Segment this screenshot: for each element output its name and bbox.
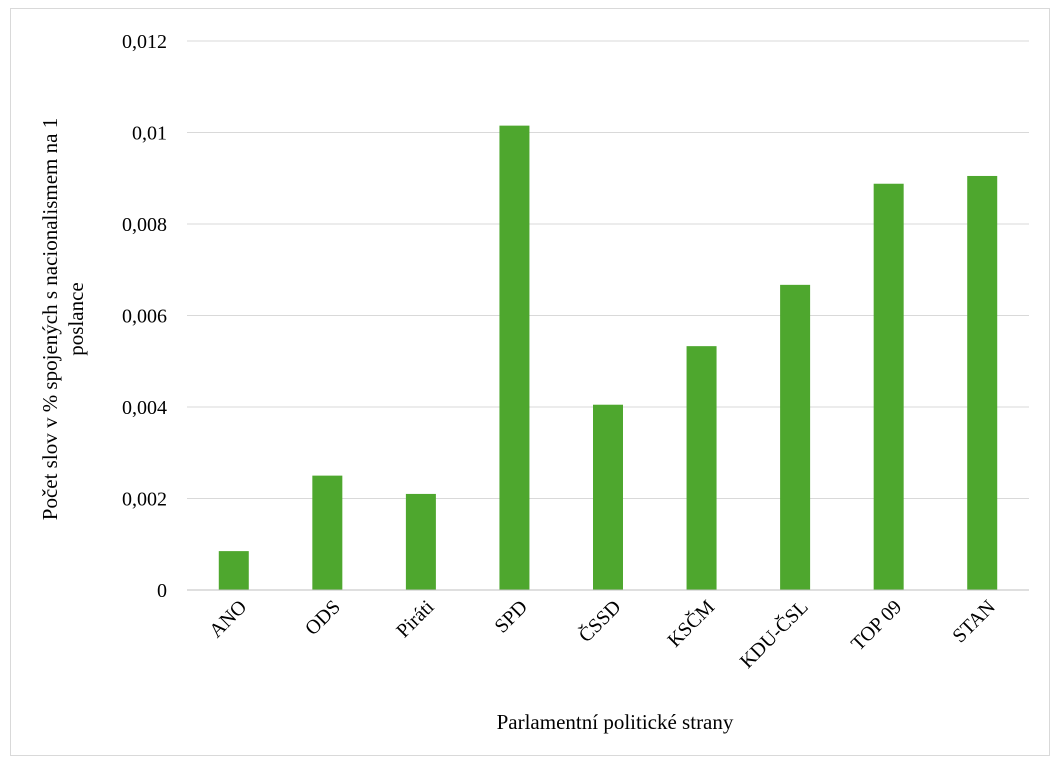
y-tick-label: 0,004	[122, 397, 167, 419]
y-tick-label: 0,006	[122, 306, 167, 328]
x-tick-labels: ANO ODS Piráti SPD ČSSD KSČM KDU-ČSL TOP 09 STAN	[205, 594, 1000, 672]
y-tick-label: 0,008	[122, 214, 167, 236]
bar-piráti	[405, 493, 436, 590]
bar-čssd	[593, 404, 623, 590]
x-tick-label: ČSSD	[573, 595, 625, 647]
y-tick-label: 0,01	[132, 123, 167, 145]
bar-ods	[312, 475, 343, 590]
chart-frame: 0 0,002 0,004 0,006 0,008 0,01 0,012 ANO ODS Pir…	[10, 8, 1050, 756]
x-tick-label: KSČM	[662, 594, 719, 651]
x-tick-label: KDU-ČSL	[734, 595, 812, 673]
y-tick-labels: 0 0,002 0,004 0,006 0,008 0,01 0,012	[122, 31, 167, 602]
bar-kdu-čsl	[780, 284, 811, 590]
bar-ksčm	[686, 346, 717, 590]
y-tick-label: 0	[157, 580, 167, 602]
bar-spd	[499, 125, 530, 590]
y-tick-label: 0,002	[122, 489, 167, 511]
x-tick-label: TOP 09	[847, 596, 906, 655]
x-tick-label: SPD	[490, 596, 532, 638]
x-tick-label: Piráti	[392, 596, 439, 643]
bar-top-09	[873, 183, 904, 591]
bar-ano	[218, 551, 249, 590]
bars	[218, 125, 998, 591]
x-axis-title: Parlamentní politické strany	[497, 710, 734, 734]
bar-stan	[967, 175, 998, 590]
y-axis-title-line-1: Počet slov v % spojených s nacionalismem…	[38, 118, 62, 520]
x-tick-label: ANO	[205, 596, 251, 642]
y-axis-title-line-2: poslance	[64, 282, 88, 355]
y-axis-title: Počet slov v % spojených s nacionalismem…	[38, 118, 88, 520]
y-tick-label: 0,012	[122, 31, 167, 53]
x-tick-label: ODS	[301, 596, 345, 640]
x-tick-label: STAN	[948, 596, 999, 647]
bar-chart: 0 0,002 0,004 0,006 0,008 0,01 0,012 ANO ODS Pir…	[38, 31, 1029, 734]
